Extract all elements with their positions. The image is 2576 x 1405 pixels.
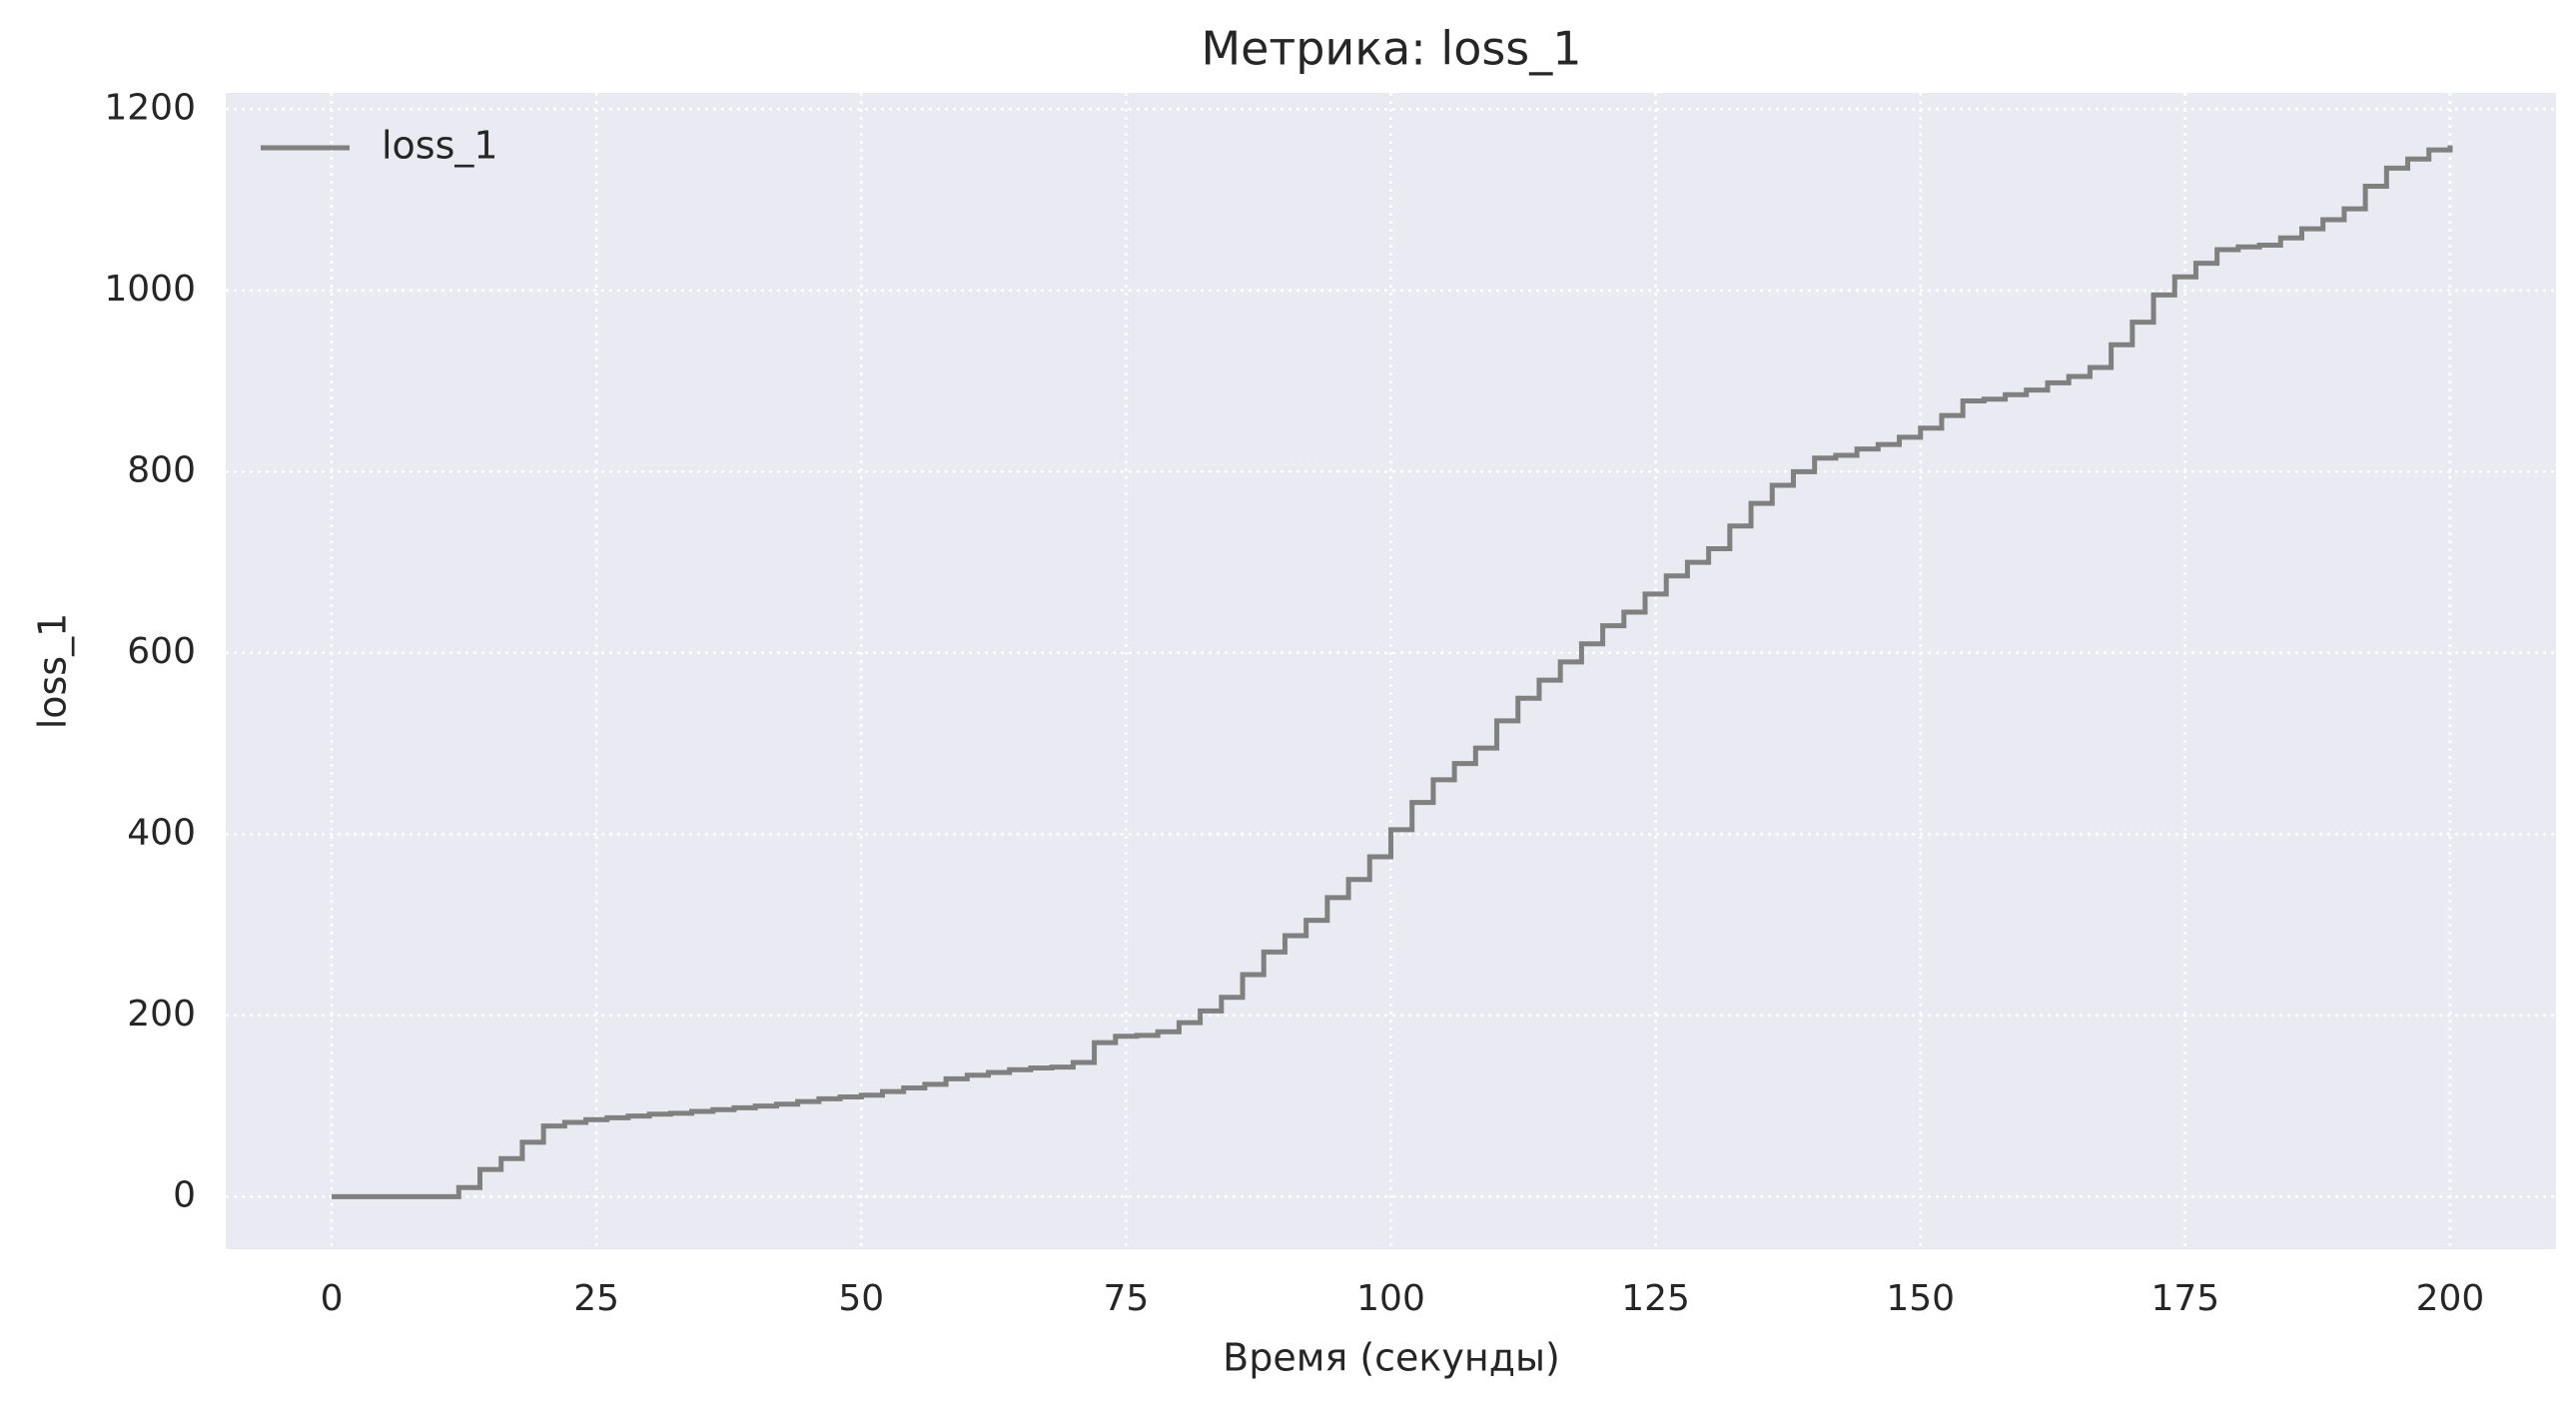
x-tick-label: 75 xyxy=(1103,1278,1149,1319)
y-tick-label: 200 xyxy=(127,994,196,1035)
legend-label: loss_1 xyxy=(382,124,498,168)
x-tick-label: 200 xyxy=(2416,1278,2485,1319)
y-tick-label: 1000 xyxy=(104,269,196,310)
y-tick-label: 1200 xyxy=(104,87,196,128)
y-tick-label: 400 xyxy=(127,812,196,853)
chart-title: Метрика: loss_1 xyxy=(1201,22,1581,76)
x-tick-label: 25 xyxy=(573,1278,619,1319)
x-tick-label: 125 xyxy=(1621,1278,1690,1319)
y-tick-label: 0 xyxy=(173,1174,196,1215)
x-tick-label: 0 xyxy=(321,1278,344,1319)
x-tick-label: 50 xyxy=(838,1278,884,1319)
x-axis-label: Время (секунды) xyxy=(1223,1336,1560,1380)
x-tick-label: 150 xyxy=(1886,1278,1955,1319)
y-tick-label: 600 xyxy=(127,631,196,672)
y-tick-label: 800 xyxy=(127,449,196,490)
y-axis-label: loss_1 xyxy=(31,613,75,730)
x-tick-label: 175 xyxy=(2150,1278,2219,1319)
x-tick-label: 100 xyxy=(1356,1278,1425,1319)
data-line xyxy=(332,145,2453,1199)
